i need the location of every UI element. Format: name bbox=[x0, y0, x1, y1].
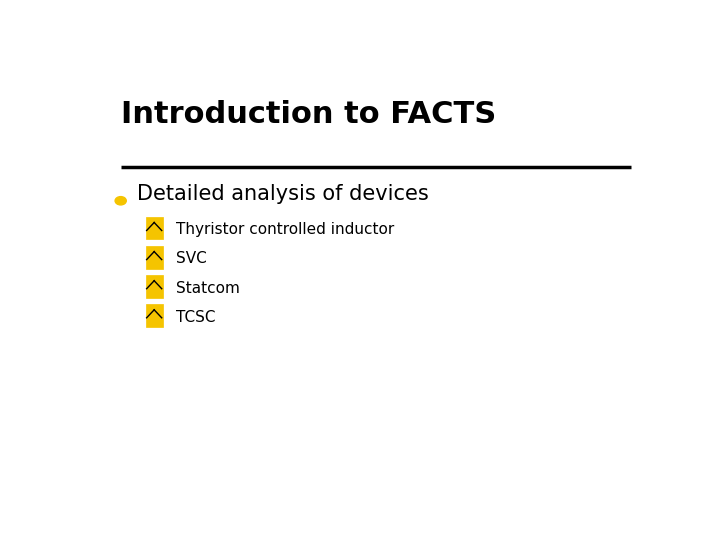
FancyBboxPatch shape bbox=[145, 217, 163, 239]
Text: TCSC: TCSC bbox=[176, 309, 216, 325]
Text: Statcom: Statcom bbox=[176, 281, 240, 295]
Circle shape bbox=[115, 197, 126, 205]
FancyBboxPatch shape bbox=[145, 275, 163, 298]
Text: Introduction to FACTS: Introduction to FACTS bbox=[121, 100, 496, 129]
FancyBboxPatch shape bbox=[145, 246, 163, 268]
Text: Detailed analysis of devices: Detailed analysis of devices bbox=[138, 184, 429, 204]
Text: Thyristor controlled inductor: Thyristor controlled inductor bbox=[176, 222, 395, 238]
Text: SVC: SVC bbox=[176, 252, 207, 266]
FancyBboxPatch shape bbox=[145, 304, 163, 327]
